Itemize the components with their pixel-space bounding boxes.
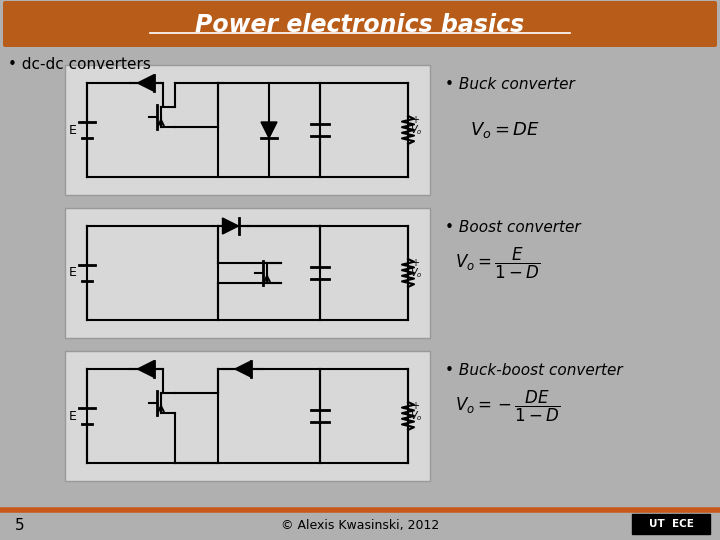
Text: $V_o = -\dfrac{DE}{1-D}$: $V_o = -\dfrac{DE}{1-D}$ bbox=[455, 389, 561, 424]
Text: Power electronics basics: Power electronics basics bbox=[195, 13, 525, 37]
Polygon shape bbox=[138, 361, 153, 377]
Text: $V_o$: $V_o$ bbox=[410, 409, 423, 423]
Text: E: E bbox=[69, 409, 77, 422]
Text: • Buck-boost converter: • Buck-boost converter bbox=[445, 363, 623, 378]
Text: -: - bbox=[411, 421, 415, 431]
Text: -: - bbox=[411, 135, 415, 145]
Bar bbox=[632, 514, 710, 534]
Text: +: + bbox=[411, 258, 419, 268]
Bar bbox=[65, 208, 430, 338]
Text: 5: 5 bbox=[15, 517, 24, 532]
Text: -: - bbox=[411, 278, 415, 288]
Bar bbox=[65, 65, 430, 195]
Text: • Buck converter: • Buck converter bbox=[445, 77, 575, 92]
Polygon shape bbox=[235, 361, 251, 377]
Text: $V_o = \dfrac{E}{1-D}$: $V_o = \dfrac{E}{1-D}$ bbox=[455, 246, 540, 281]
Text: +: + bbox=[411, 115, 419, 125]
Text: $V_o$: $V_o$ bbox=[410, 266, 423, 280]
Text: © Alexis Kwasinski, 2012: © Alexis Kwasinski, 2012 bbox=[281, 518, 439, 531]
Polygon shape bbox=[138, 75, 153, 91]
Polygon shape bbox=[261, 122, 277, 138]
Bar bbox=[65, 351, 430, 481]
Text: E: E bbox=[69, 124, 77, 137]
Text: +: + bbox=[411, 401, 419, 411]
Text: $V_o = DE$: $V_o = DE$ bbox=[470, 120, 540, 140]
Text: UT  ECE: UT ECE bbox=[649, 519, 693, 529]
Text: $V_o$: $V_o$ bbox=[410, 123, 423, 137]
FancyBboxPatch shape bbox=[3, 1, 717, 47]
Text: E: E bbox=[69, 267, 77, 280]
Polygon shape bbox=[222, 218, 238, 234]
Text: • Boost converter: • Boost converter bbox=[445, 220, 580, 235]
Text: • dc-dc converters: • dc-dc converters bbox=[8, 57, 151, 72]
